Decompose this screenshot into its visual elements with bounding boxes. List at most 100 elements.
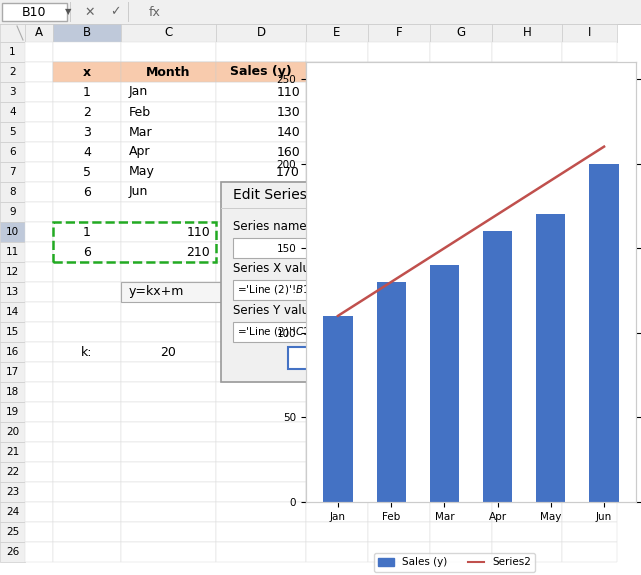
Bar [25,322,53,342]
Text: ⬆: ⬆ [480,243,490,253]
Bar [25,122,53,142]
Bar [306,542,368,562]
Bar [0,182,25,202]
Bar [216,282,306,302]
Text: ×: × [482,188,494,202]
Bar [121,182,216,202]
Bar [492,202,562,222]
Bar [430,282,492,302]
Bar [368,522,430,542]
Bar [562,502,617,522]
Bar [430,62,492,82]
Text: 4: 4 [83,145,91,159]
Bar [121,62,216,82]
Bar [562,442,617,462]
Bar [0,522,25,542]
Bar [121,502,216,522]
Bar [368,402,430,422]
Bar [562,142,617,162]
Text: B10: B10 [22,6,46,18]
Bar [216,24,306,42]
Bar [121,442,216,462]
Text: May: May [129,166,155,178]
Bar [368,382,430,402]
Bar [306,322,368,342]
Bar [368,242,430,262]
Bar [368,502,430,522]
Bar [492,242,562,262]
Bar [483,231,512,502]
Text: H: H [522,26,531,40]
Bar [221,182,507,382]
Bar [430,262,492,282]
Text: 12: 12 [6,267,19,277]
Text: 20: 20 [160,346,176,358]
Bar [0,142,25,162]
Bar [492,282,562,302]
Text: fx: fx [149,6,161,18]
Bar [368,62,430,82]
Bar [492,302,562,322]
Bar [216,382,306,402]
Bar [216,542,306,562]
Bar [562,162,617,182]
Bar [562,82,617,102]
Bar [216,162,306,182]
Bar [121,422,216,442]
Bar [53,502,121,522]
Bar [53,62,121,82]
Bar [25,442,53,462]
Text: 160: 160 [276,145,300,159]
Bar [306,522,368,542]
Text: 24: 24 [6,507,19,517]
Text: E: E [333,26,340,40]
Text: Series Y values:: Series Y values: [233,304,326,316]
Bar [216,302,306,322]
Bar [0,0,641,24]
Bar [121,82,216,102]
Text: 20: 20 [6,427,19,437]
Bar [590,163,619,502]
Bar [121,342,216,362]
Bar [53,402,121,422]
Bar [492,82,562,102]
Text: G: G [456,26,465,40]
Text: 25: 25 [6,527,19,537]
Text: Mar: Mar [129,125,153,139]
Bar [475,322,495,342]
Bar [368,482,430,502]
Bar [492,182,562,202]
Text: ?: ? [448,188,456,202]
Bar [562,322,617,342]
Bar [477,186,499,204]
Bar [53,342,121,362]
Bar [216,222,306,242]
Text: ='Line (2)'!$C$10:$C$11: ='Line (2)'!$C$10:$C$11 [237,325,340,339]
Bar [216,182,306,202]
Text: 140: 140 [276,125,300,139]
Bar [0,502,25,522]
Bar [492,122,562,142]
Bar [216,122,306,142]
Bar [0,24,641,25]
Bar [306,302,368,322]
Bar [53,462,121,482]
Text: 9: 9 [9,207,16,217]
Bar [53,522,121,542]
Text: 1: 1 [9,47,16,57]
Bar [306,482,368,502]
Text: 26: 26 [6,547,19,557]
Bar [306,342,368,362]
Bar [25,362,53,382]
Text: 6: 6 [83,246,91,259]
Bar [53,302,121,322]
Text: = 110, 210: = 110, 210 [515,325,581,339]
Bar [430,442,492,462]
Bar [306,362,368,382]
Bar [368,142,430,162]
Text: y=kx+m: y=kx+m [129,286,185,298]
Bar [368,122,430,142]
Bar [25,242,53,262]
Bar [121,402,216,422]
Bar [121,522,216,542]
